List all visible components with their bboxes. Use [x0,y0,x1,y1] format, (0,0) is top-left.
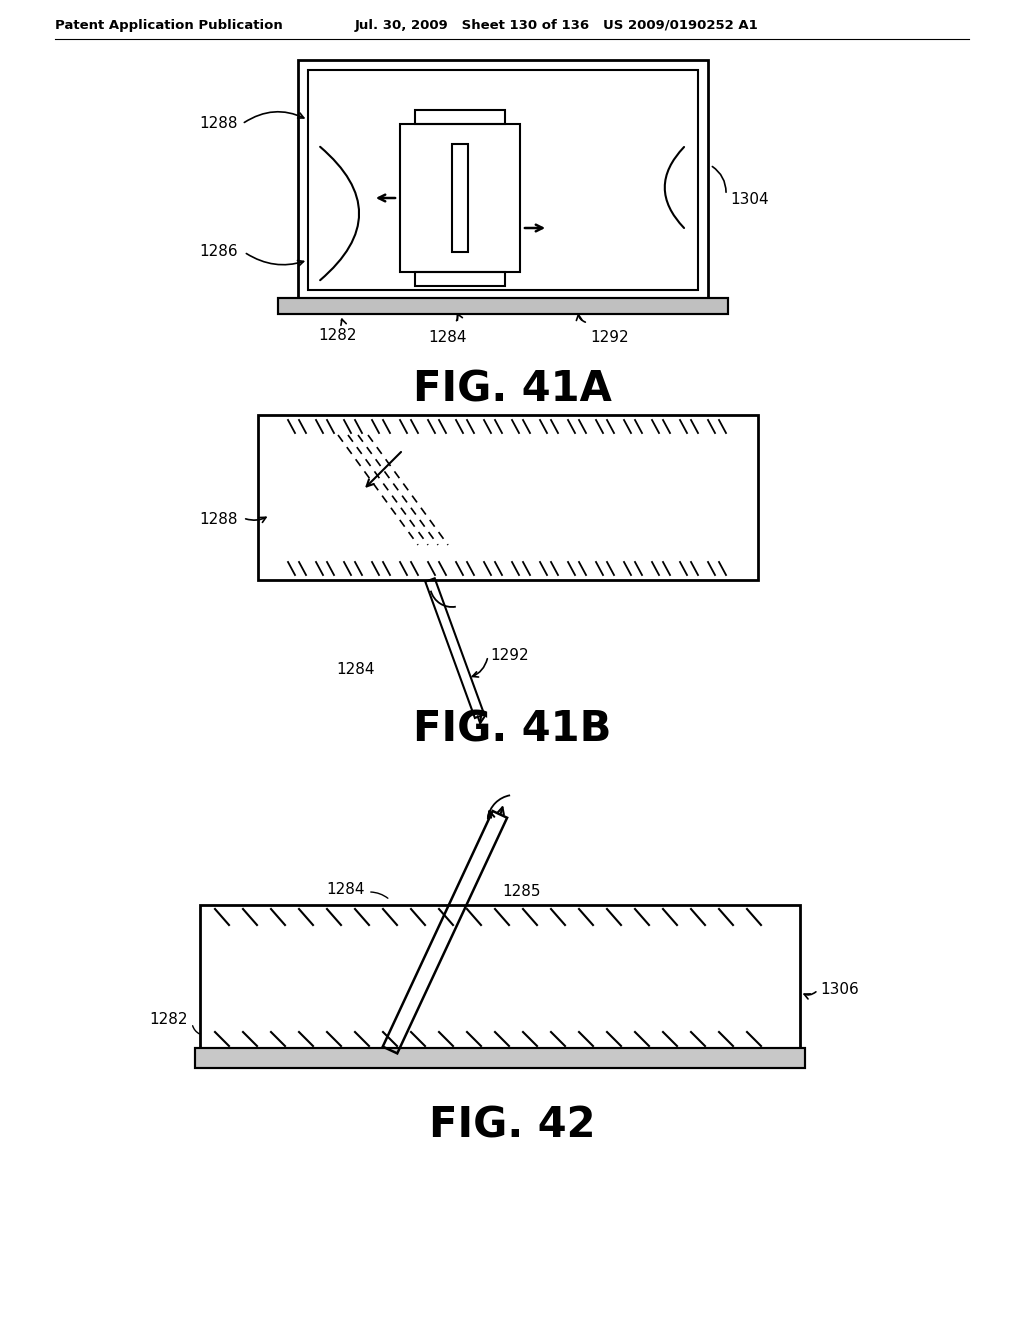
Text: 1306: 1306 [820,982,859,998]
Text: 1288: 1288 [200,512,238,528]
Text: 1292: 1292 [590,330,629,345]
Text: 1284: 1284 [337,663,375,677]
Bar [195,1048,805,1068]
Text: FIG. 41B: FIG. 41B [413,708,611,750]
FancyArrowPatch shape [665,147,684,228]
Text: Patent Application Publication: Patent Application Publication [55,18,283,32]
Bar [415,272,505,286]
Text: 1288: 1288 [200,116,238,132]
Text: 1282: 1282 [150,1012,188,1027]
Text: 1284: 1284 [429,330,467,345]
Text: 1292: 1292 [490,648,528,663]
Text: Jul. 30, 2009   Sheet 130 of 136   US 2009/0190252 A1: Jul. 30, 2009 Sheet 130 of 136 US 2009/0… [355,18,759,32]
Text: 1284: 1284 [327,883,365,898]
Bar [308,70,698,290]
Bar [452,144,468,252]
Bar [298,59,708,300]
Text: 1304: 1304 [730,193,769,207]
Bar [415,110,505,124]
Bar [195,1048,805,1068]
Text: FIG. 41A: FIG. 41A [413,368,611,411]
Text: FIG. 42: FIG. 42 [429,1105,595,1147]
Bar [278,298,728,314]
Text: 1282: 1282 [318,327,356,343]
Text: 1285: 1285 [502,884,541,899]
Text: 1286: 1286 [200,244,238,260]
Bar [258,414,758,579]
Bar [200,906,800,1049]
Bar [278,298,728,314]
FancyArrowPatch shape [321,147,359,280]
Bar [400,124,520,272]
